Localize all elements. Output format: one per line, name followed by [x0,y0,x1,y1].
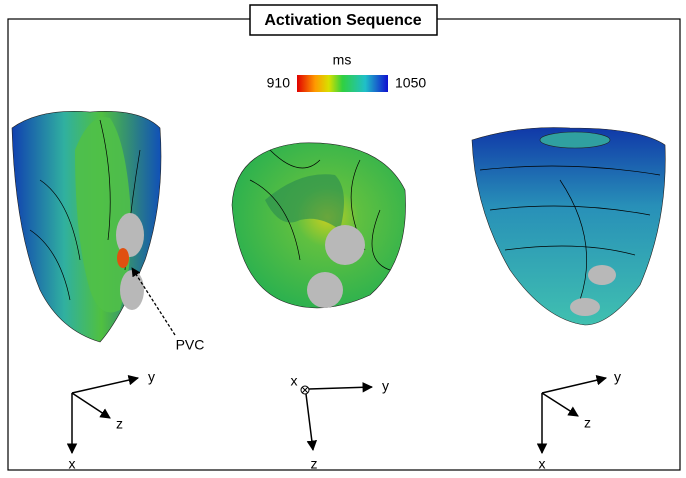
axes-right [536,375,608,455]
axis-label: y [382,378,389,394]
colorbar-unit: ms [333,52,352,68]
heart-left [11,111,162,343]
heart-middle [231,142,406,309]
colorbar-min: 910 [267,75,291,91]
axis-label: x [539,456,546,472]
colorbar [297,75,388,92]
pvc-label: PVC [176,337,205,353]
colorbar-max: 1050 [395,75,426,91]
axes-middle [300,382,374,452]
pvc-arrow [131,267,176,336]
axis-label: y [614,369,621,385]
axis-label: x [69,456,76,472]
axes-left [66,374,140,455]
title-box [249,4,438,36]
axis-label: z [584,415,591,431]
axis-label: y [148,369,155,385]
axis-label: z [311,456,318,472]
axis-label: x [291,373,298,389]
heart-right [471,127,666,326]
title: Activation Sequence [264,12,421,29]
axis-label: z [116,416,123,432]
